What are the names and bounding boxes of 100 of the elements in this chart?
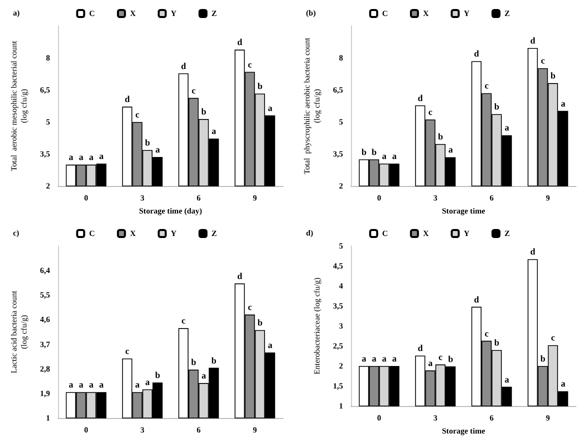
legend-label: C <box>382 229 388 238</box>
data-label: c <box>181 316 186 326</box>
data-label: b <box>155 370 160 380</box>
data-label: a <box>145 376 150 387</box>
y-axis-title: Lactic acid bacteria count (log cfu/g) <box>10 290 29 374</box>
data-label: d <box>124 94 130 104</box>
data-label: a <box>135 380 140 390</box>
data-label: c <box>248 302 252 312</box>
chart-title: a) <box>13 8 20 18</box>
y-tick-label: 5 <box>46 118 50 126</box>
x-tick-label: 0 <box>84 426 88 434</box>
data-label: b <box>438 131 443 142</box>
data-label: a <box>372 354 377 364</box>
data-label: a <box>504 122 510 133</box>
data-label: b <box>201 106 206 117</box>
data-label: c <box>550 332 555 343</box>
y-tick-label: 6,5 <box>40 86 50 94</box>
data-label: c <box>428 106 432 117</box>
y-tick-label: 2 <box>46 182 50 190</box>
data-label: b <box>448 354 454 364</box>
legend-label: X <box>130 9 136 18</box>
x-tick-label: 9 <box>252 426 257 434</box>
data-label: a <box>155 144 160 154</box>
y-tick-label: 3,5 <box>40 150 50 158</box>
x-axis-title: Storage time (day) <box>138 206 202 216</box>
legend-label: C <box>89 9 96 18</box>
y-tick-label: 8 <box>339 54 343 62</box>
y-tick-label: 8 <box>46 54 50 62</box>
data-label: a <box>382 354 387 364</box>
data-label: c <box>248 59 252 70</box>
y-tick-label: 3 <box>339 322 343 330</box>
data-label: a <box>78 380 84 390</box>
x-tick-label: 0 <box>377 194 382 202</box>
data-label: c <box>438 352 442 362</box>
data-label: a <box>268 340 273 350</box>
y-tick-label: 4,6 <box>40 315 50 324</box>
data-label: d <box>474 48 479 59</box>
y-tick-label: 1 <box>339 402 343 410</box>
y-axis-title: Enterobacteriaceae (log cfu/g) <box>312 277 322 374</box>
chart-title: c) <box>13 228 20 238</box>
y-axis-title: Total aerobic mesophilic bacterial count (log cfu/g) <box>10 40 29 172</box>
x-tick-label: 6 <box>490 414 494 422</box>
data-label: a <box>99 380 104 390</box>
data-label: d <box>418 343 423 354</box>
data-label: a <box>382 151 387 162</box>
data-label: a <box>392 151 398 162</box>
legend-label: X <box>422 229 429 238</box>
data-label: c <box>540 56 545 66</box>
chart-title: d) <box>306 228 314 238</box>
data-label: c <box>125 346 130 356</box>
data-label: b <box>540 354 546 364</box>
data-label: a <box>68 380 74 390</box>
y-tick-label: 5,5 <box>40 290 50 300</box>
legend-label: C <box>89 229 96 238</box>
data-label: b <box>361 146 366 157</box>
y-tick-label: 1 <box>46 414 50 422</box>
legend-label: C <box>382 9 388 18</box>
data-label: a <box>560 98 566 108</box>
data-label: d <box>180 60 186 71</box>
data-label: a <box>560 378 566 389</box>
data-label: a <box>78 152 84 162</box>
y-tick-label: 4,5 <box>333 262 343 270</box>
data-label: a <box>362 354 367 364</box>
data-label: c <box>135 110 140 120</box>
x-tick-label: 6 <box>196 194 201 202</box>
data-label: c <box>192 85 196 96</box>
data-label: a <box>428 358 434 368</box>
legend-label: Z <box>212 229 217 238</box>
data-label: d <box>530 35 536 46</box>
y-tick-label: 1,5 <box>333 382 343 390</box>
data-label: d <box>530 246 536 257</box>
data-label: b <box>191 357 196 368</box>
x-tick-label: 6 <box>196 426 201 434</box>
data-label: b <box>144 137 150 148</box>
data-label: a <box>68 152 74 162</box>
x-tick-label: 0 <box>377 414 382 422</box>
data-label: a <box>201 370 206 381</box>
data-label: d <box>418 92 423 103</box>
x-axis-title: Storage time <box>442 426 486 436</box>
data-label: a <box>88 152 94 162</box>
data-label: a <box>392 354 398 364</box>
y-tick-label: 4 <box>339 282 343 290</box>
data-label: b <box>211 355 216 366</box>
data-label: b <box>372 146 377 157</box>
x-tick-label: 3 <box>433 194 438 202</box>
y-tick-label: 6,5 <box>333 86 343 94</box>
legend-label: Y <box>170 9 177 18</box>
legend-label: X <box>422 9 429 18</box>
data-label: b <box>257 318 262 328</box>
data-label: c <box>484 80 489 91</box>
y-tick-label: 2 <box>339 362 343 370</box>
x-tick-label: 3 <box>140 194 144 202</box>
legend-label: Y <box>170 229 177 238</box>
legend-label: Z <box>504 229 510 238</box>
chart-title: (b) <box>306 8 316 18</box>
y-tick-label: 2 <box>339 182 343 190</box>
x-tick-label: 9 <box>546 414 550 422</box>
y-tick-label: 5 <box>339 118 343 126</box>
data-label: a <box>99 151 104 162</box>
y-tick-label: 3,7 <box>40 340 50 349</box>
